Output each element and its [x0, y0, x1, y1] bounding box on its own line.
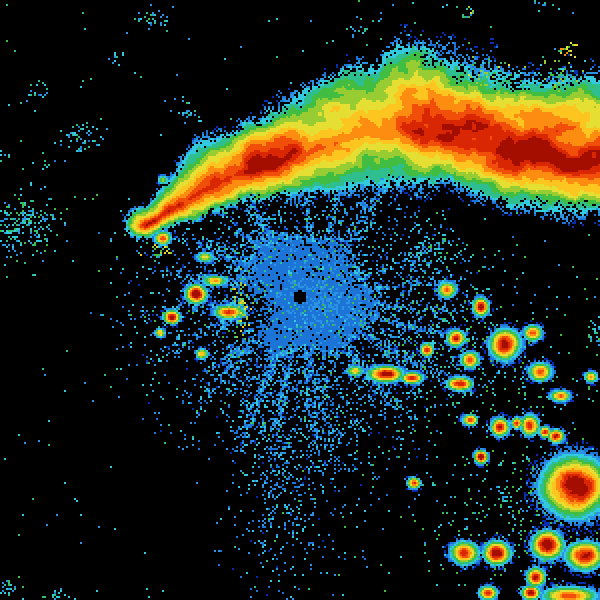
radar-image [0, 0, 600, 600]
radar-reflectivity-canvas [0, 0, 600, 600]
